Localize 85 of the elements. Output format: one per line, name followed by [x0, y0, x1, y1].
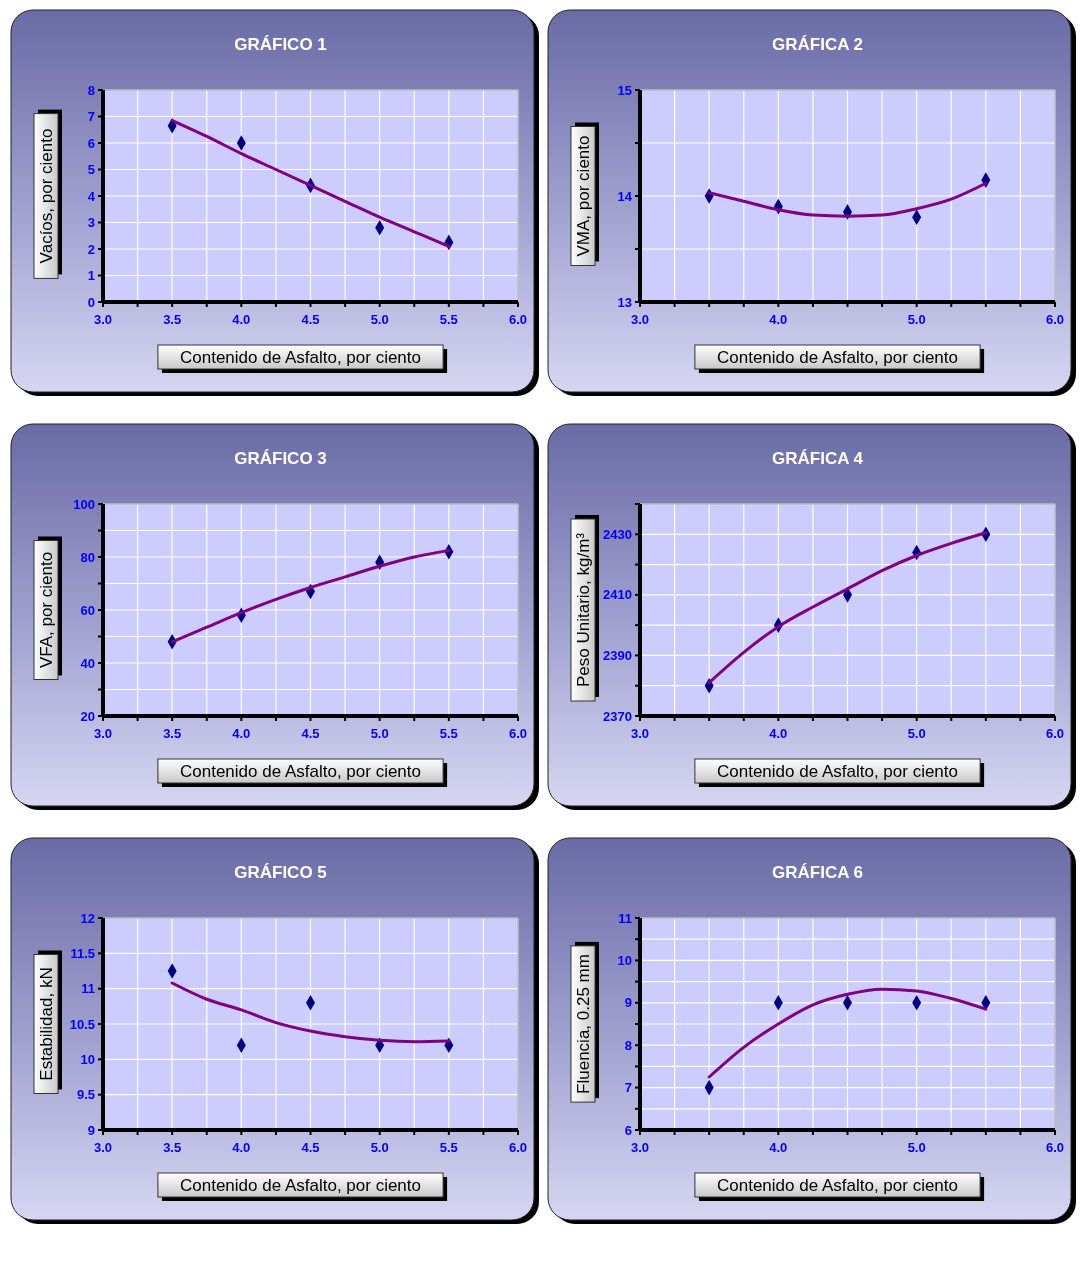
x-tick-label: 6.0: [508, 726, 528, 741]
y-tick-label: 7: [624, 1080, 632, 1096]
y-axis-title: Fluencia, 0.25 mm: [573, 954, 593, 1094]
y-tick-label: 20: [80, 708, 95, 724]
chart-title: GRÁFICA 2: [772, 35, 863, 54]
x-axis-title: Contenido de Asfalto, por ciento: [180, 761, 421, 781]
y-axis-title: Estabilidad, kN: [36, 967, 56, 1081]
y-tick-label: 100: [73, 496, 95, 512]
x-tick-label: 3.5: [163, 312, 182, 327]
chart-title: GRÁFICO 3: [234, 449, 327, 468]
y-tick-label: 2390: [603, 647, 632, 663]
y-tick-label: 10.5: [69, 1016, 95, 1032]
y-tick-label: 8: [624, 1037, 632, 1053]
y-tick-label: 14: [617, 188, 633, 204]
x-axis-title: Contenido de Asfalto, por ciento: [717, 347, 958, 367]
x-tick-label: 4.0: [769, 1140, 788, 1155]
y-axis-title: Vacíos, por ciento: [36, 128, 56, 264]
y-tick-label: 4: [87, 188, 96, 204]
x-tick-label: 3.0: [630, 1140, 650, 1155]
x-tick-label: 4.5: [301, 312, 320, 327]
y-tick-label: 1: [87, 268, 95, 284]
x-tick-label: 3.0: [93, 726, 113, 741]
x-tick-label: 5.0: [370, 726, 389, 741]
y-tick-label: 80: [80, 549, 95, 565]
y-tick-label: 40: [80, 655, 95, 671]
chart-title: GRÁFICO 1: [234, 35, 327, 54]
x-axis-title: Contenido de Asfalto, por ciento: [717, 1175, 958, 1195]
x-tick-label: 4.0: [232, 312, 251, 327]
y-tick-label: 6: [624, 1122, 632, 1138]
x-axis-title: Contenido de Asfalto, por ciento: [717, 761, 958, 781]
y-tick-label: 2370: [603, 708, 632, 724]
y-tick-label: 9.5: [76, 1087, 95, 1103]
x-tick-label: 4.5: [301, 1140, 320, 1155]
x-tick-label: 5.0: [370, 312, 389, 327]
y-tick-label: 11: [618, 910, 632, 926]
x-tick-label: 4.0: [232, 726, 251, 741]
chart-title: GRÁFICO 5: [234, 863, 327, 882]
y-tick-label: 13: [617, 294, 632, 310]
y-tick-label: 9: [624, 995, 632, 1011]
y-tick-label: 0: [87, 294, 95, 310]
x-tick-label: 4.0: [232, 1140, 251, 1155]
y-tick-label: 2: [87, 241, 95, 257]
y-tick-label: 8: [87, 82, 95, 98]
x-tick-label: 3.0: [93, 1140, 113, 1155]
y-axis-title: VFA, por ciento: [36, 551, 56, 669]
x-tick-label: 4.0: [769, 726, 788, 741]
x-tick-label: 6.0: [1045, 726, 1065, 741]
y-axis-title: Peso Unitario, kg/m³: [573, 532, 593, 687]
x-tick-label: 6.0: [508, 1140, 528, 1155]
y-tick-label: 15: [617, 82, 632, 98]
x-tick-label: 5.0: [907, 726, 926, 741]
x-axis-title: Contenido de Asfalto, por ciento: [180, 1175, 421, 1195]
x-tick-label: 3.5: [163, 726, 182, 741]
y-tick-label: 11.5: [70, 945, 95, 961]
x-tick-label: 5.5: [439, 312, 458, 327]
y-tick-label: 10: [80, 1051, 95, 1067]
y-tick-label: 2410: [603, 587, 632, 603]
y-tick-label: 6: [87, 135, 95, 151]
x-tick-label: 3.0: [630, 726, 650, 741]
x-tick-label: 4.0: [769, 312, 788, 327]
x-tick-label: 6.0: [1045, 1140, 1065, 1155]
y-tick-label: 12: [80, 910, 95, 926]
x-tick-label: 5.5: [439, 726, 458, 741]
y-axis-title: VMA, por ciento: [573, 135, 593, 257]
x-tick-label: 5.0: [907, 312, 926, 327]
x-tick-label: 6.0: [1045, 312, 1065, 327]
chart-title: GRÁFICA 6: [772, 863, 863, 882]
y-tick-label: 2430: [603, 526, 632, 542]
x-tick-label: 5.0: [370, 1140, 389, 1155]
y-tick-label: 11: [81, 981, 95, 997]
y-tick-label: 60: [80, 602, 95, 618]
y-tick-label: 10: [617, 952, 632, 968]
x-tick-label: 6.0: [508, 312, 528, 327]
x-tick-label: 5.5: [439, 1140, 458, 1155]
x-axis-title: Contenido de Asfalto, por ciento: [180, 347, 421, 367]
chart-title: GRÁFICA 4: [772, 449, 864, 468]
y-tick-label: 3: [87, 215, 95, 231]
x-tick-label: 3.0: [630, 312, 650, 327]
x-tick-label: 5.0: [907, 1140, 926, 1155]
y-tick-label: 5: [87, 162, 95, 178]
x-tick-label: 4.5: [301, 726, 320, 741]
x-tick-label: 3.0: [93, 312, 113, 327]
y-tick-label: 7: [87, 109, 95, 125]
y-tick-label: 9: [87, 1122, 95, 1138]
x-tick-label: 3.5: [163, 1140, 182, 1155]
